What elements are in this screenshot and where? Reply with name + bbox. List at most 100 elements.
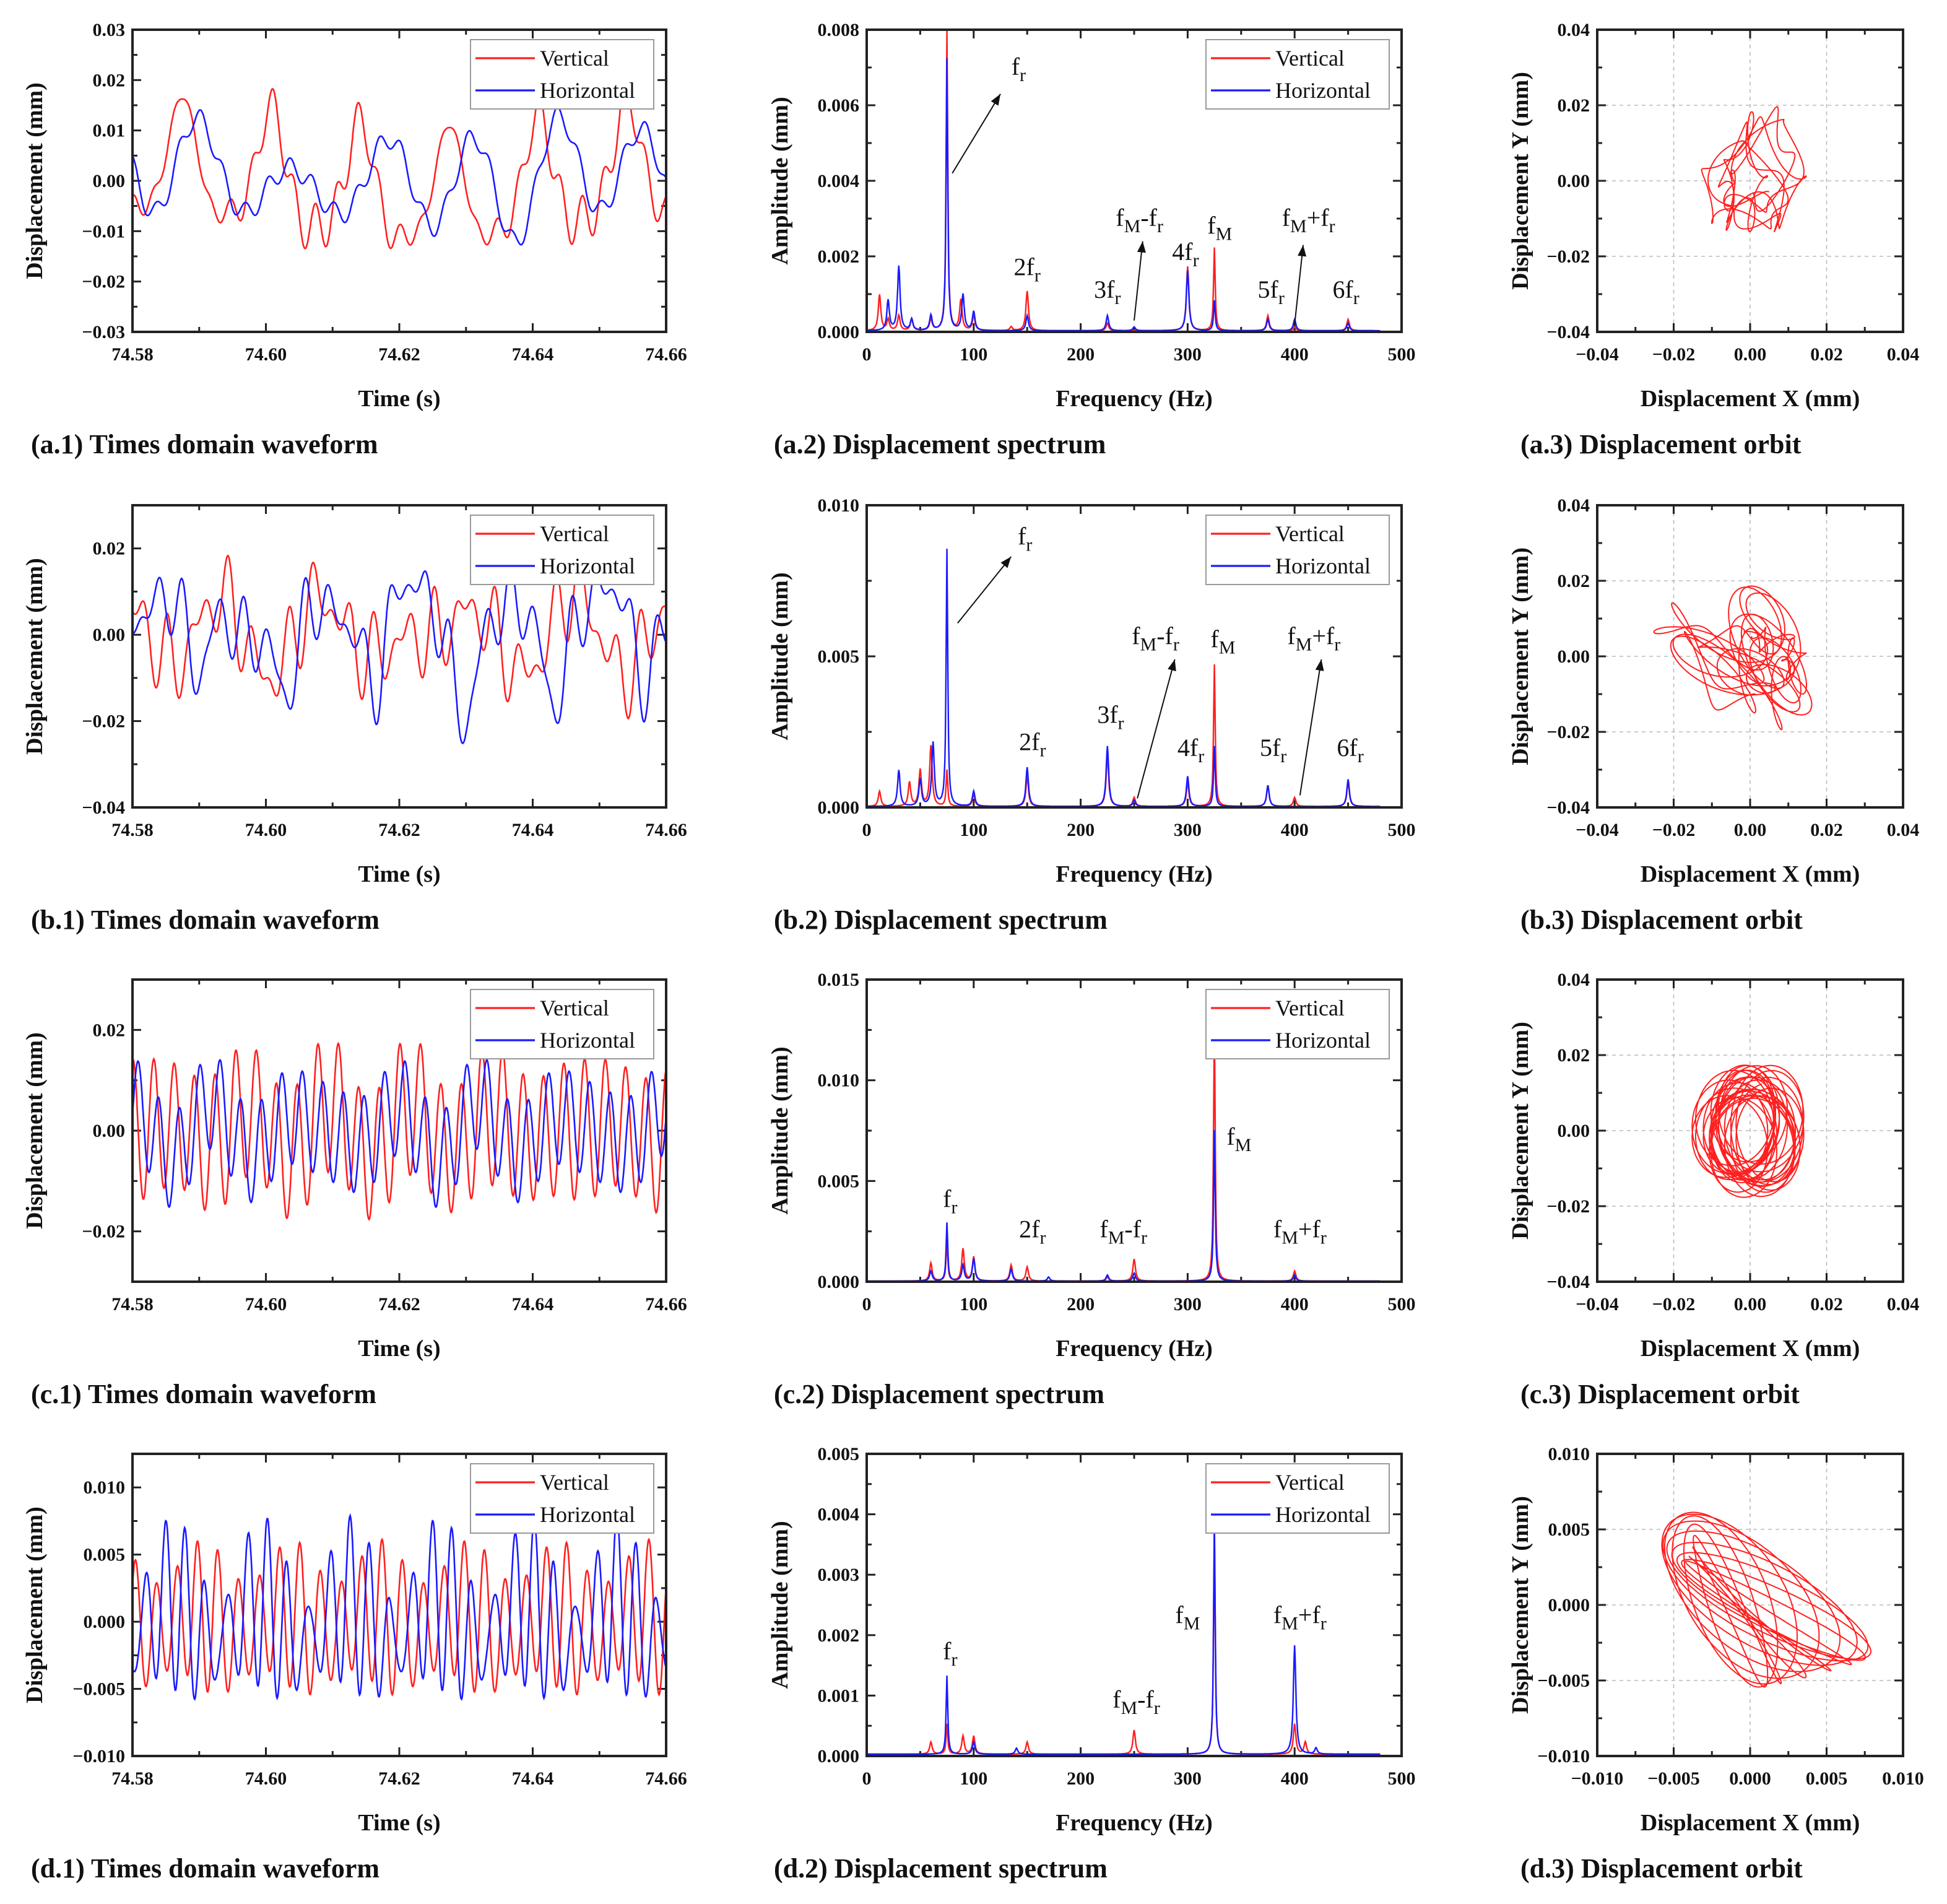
arrowhead-icon xyxy=(1168,659,1176,672)
x-tick-label: 100 xyxy=(960,344,987,365)
panel-caption: (b.1) Times domain waveform xyxy=(31,905,379,935)
legend-box xyxy=(1205,989,1390,1059)
plot-frame xyxy=(865,1453,1403,1757)
x-tick-label: 300 xyxy=(1174,344,1202,365)
peak-annotation: 6fr xyxy=(1337,734,1363,767)
series-line-horizontal xyxy=(132,1060,666,1207)
x-tick-label: 0.04 xyxy=(1887,1294,1920,1315)
peak-annotation: fr xyxy=(1012,53,1026,85)
peak-annotation: 2fr xyxy=(1019,728,1046,760)
y-tick-label: 0.000 xyxy=(84,1612,126,1632)
legend-box xyxy=(1205,1463,1390,1534)
x-tick-label: 74.64 xyxy=(512,1768,554,1789)
y-axis-label: Amplitude (mm) xyxy=(767,1521,793,1689)
y-tick-label: 0.02 xyxy=(1558,571,1590,591)
legend-label: Horizontal xyxy=(1275,78,1371,103)
legend-label: Horizontal xyxy=(1275,1028,1371,1053)
x-tick-label: 0.010 xyxy=(1882,1768,1924,1789)
plot-frame xyxy=(131,978,667,1283)
annotation-arrow xyxy=(1134,241,1143,321)
orbit-trace xyxy=(1691,1064,1805,1198)
x-tick-label: 500 xyxy=(1388,1768,1416,1789)
x-tick-label: 74.62 xyxy=(378,1294,420,1315)
plot-frame xyxy=(131,504,667,809)
y-tick-label: 0.008 xyxy=(818,20,860,40)
series-line-horizontal xyxy=(867,549,1381,807)
y-tick-label: 0.02 xyxy=(93,539,126,559)
y-tick-label: −0.02 xyxy=(82,711,125,732)
y-axis-label: Amplitude (mm) xyxy=(767,1046,793,1214)
peak-annotation: 4fr xyxy=(1177,734,1204,767)
x-tick-label: 0.005 xyxy=(1806,1768,1848,1789)
x-tick-label: −0.04 xyxy=(1576,1294,1619,1315)
x-axis-label: Displacement X (mm) xyxy=(1641,1336,1860,1362)
plot-area xyxy=(132,1043,666,1219)
arrowhead-icon xyxy=(1137,241,1146,253)
y-tick-label: 0.002 xyxy=(818,1625,860,1646)
x-tick-label: 74.58 xyxy=(111,820,154,840)
x-tick-label: −0.02 xyxy=(1652,1294,1696,1315)
legend-label: Horizontal xyxy=(540,1502,635,1527)
x-tick-label: 500 xyxy=(1388,820,1416,840)
y-tick-label: 0.00 xyxy=(1558,171,1590,191)
x-tick-label: 0 xyxy=(862,344,872,365)
arrowhead-icon xyxy=(1298,245,1307,257)
x-tick-label: 200 xyxy=(1067,1768,1095,1789)
x-tick-label: 0 xyxy=(862,820,872,840)
annotation-arrow xyxy=(1299,659,1322,796)
x-axis-label: Displacement X (mm) xyxy=(1641,861,1860,887)
arrowhead-icon xyxy=(1000,556,1012,568)
x-tick-label: 400 xyxy=(1281,344,1309,365)
y-axis-label: Amplitude (mm) xyxy=(767,572,793,740)
y-axis-label: Displacement (mm) xyxy=(22,82,48,279)
x-tick-label: −0.04 xyxy=(1576,344,1619,365)
legend-label: Horizontal xyxy=(540,1028,635,1053)
spectrum-chart-d: 0 100 200 300 400 500 0.000 0.001 0.002 0.003 0.00… xyxy=(767,1444,1416,1884)
panel-caption: (c.2) Displacement spectrum xyxy=(774,1379,1104,1409)
y-axis-label: Displacement Y (mm) xyxy=(1507,547,1533,765)
peak-annotation: fr xyxy=(943,1185,957,1218)
peak-annotation: fM xyxy=(1226,1123,1251,1155)
x-tick-label: 0.000 xyxy=(1729,1768,1771,1789)
peak-annotation: fM-fr xyxy=(1116,204,1163,237)
y-tick-label: 0.00 xyxy=(1558,646,1590,667)
x-tick-label: −0.04 xyxy=(1576,820,1619,840)
y-tick-label: 0.03 xyxy=(93,20,126,40)
y-tick-label: 0.004 xyxy=(818,1505,860,1525)
x-axis-label: Displacement X (mm) xyxy=(1641,1810,1860,1836)
y-tick-label: 0.001 xyxy=(818,1685,860,1706)
plot-frame xyxy=(1596,1453,1904,1757)
y-tick-label: 0.000 xyxy=(818,1272,860,1292)
x-tick-label: 74.66 xyxy=(645,344,687,365)
x-tick-label: 74.60 xyxy=(245,1294,287,1315)
peak-annotation: 5fr xyxy=(1260,734,1286,767)
annotation-arrow xyxy=(957,556,1012,624)
legend-label: Vertical xyxy=(1275,1470,1345,1495)
x-axis-label: Frequency (Hz) xyxy=(1056,861,1213,887)
y-tick-label: 0.010 xyxy=(818,1071,860,1091)
legend-box xyxy=(470,39,654,110)
plot-frame xyxy=(1596,504,1904,809)
peak-annotation: fM xyxy=(1175,1601,1200,1633)
x-tick-label: 0.00 xyxy=(1734,344,1767,365)
peak-annotation: fM+fr xyxy=(1273,1601,1327,1633)
x-tick-label: 0.02 xyxy=(1810,344,1843,365)
x-tick-label: 74.62 xyxy=(378,1768,420,1789)
panel-caption: (b.3) Displacement orbit xyxy=(1520,905,1803,935)
waveform-chart-b: 74.58 74.60 74.62 74.64 74.66 −0.04 −0.02 0.00 0… xyxy=(22,504,687,935)
peak-annotation: fM+fr xyxy=(1273,1215,1327,1248)
x-tick-label: 74.58 xyxy=(111,1768,154,1789)
x-tick-label: 74.58 xyxy=(111,344,154,365)
x-tick-label: 0 xyxy=(862,1768,872,1789)
series-line-horizontal xyxy=(867,1518,1381,1755)
y-tick-label: 0.00 xyxy=(93,171,126,191)
y-tick-label: −0.010 xyxy=(1537,1746,1590,1767)
panel-caption: (b.2) Displacement spectrum xyxy=(774,905,1108,935)
x-tick-label: 74.64 xyxy=(512,344,554,365)
x-tick-label: 0 xyxy=(862,1294,872,1315)
x-tick-label: 0.00 xyxy=(1734,820,1767,840)
y-tick-label: 0.04 xyxy=(1558,20,1590,40)
legend-label: Horizontal xyxy=(1275,554,1371,578)
y-tick-label: 0.015 xyxy=(818,970,860,990)
peak-annotation: 6fr xyxy=(1332,276,1359,308)
